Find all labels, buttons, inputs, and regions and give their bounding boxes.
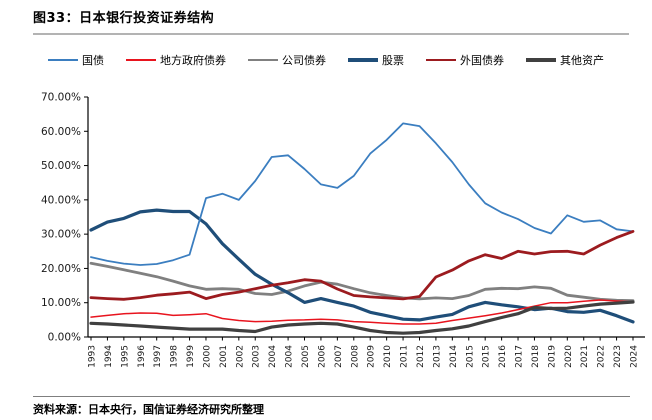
x-tick-label: 2013: [432, 345, 442, 368]
x-tick-label: 2003: [252, 345, 262, 368]
x-tick-label: 2016: [498, 345, 508, 368]
x-tick-label: 2015: [482, 345, 492, 368]
legend-item-government-bonds: 国债: [48, 52, 104, 68]
y-tick-label: 40.00%: [41, 194, 81, 206]
figure-title: 图33：日本银行投资证券结构: [33, 11, 215, 26]
y-tick-label: 60.00%: [41, 126, 81, 138]
x-tick-label: 2010: [383, 345, 393, 368]
y-tick-label: 20.00%: [41, 263, 81, 275]
x-tick-label: 2001: [219, 345, 229, 368]
x-tick-label: 1996: [137, 345, 147, 368]
legend-line-swatch-government-bonds: [48, 58, 78, 62]
x-tick-label: 1998: [170, 345, 180, 368]
y-tick-label: 0.00%: [48, 332, 81, 344]
y-ticks: 0.00% 10.00% 20.00% 30.00% 40.00% 50.00% 60.00…: [41, 92, 88, 344]
x-tick-label: 2024: [630, 345, 640, 368]
series-line-other-assets: [89, 300, 635, 335]
chart-legend: 国债 地方政府债券 公司债券 股票 外国债券 其他资产: [26, 51, 626, 69]
x-tick-label: 1997: [153, 345, 163, 368]
x-tick-label: 2007: [334, 345, 344, 368]
y-tick-label: 30.00%: [41, 229, 81, 241]
legend-label-other-assets: 其他资产: [560, 54, 604, 67]
x-tick-label: 2023: [613, 345, 623, 368]
x-tick-label: 1994: [104, 345, 114, 368]
y-tick-label: 10.00%: [41, 297, 81, 309]
series-line-local-government-bonds: [90, 299, 634, 325]
legend-item-local-government-bonds: 地方政府债券: [126, 52, 226, 68]
y-tick-label: 70.00%: [41, 92, 81, 104]
x-tick-label: 2002: [235, 345, 245, 368]
x-tick-label: 1995: [120, 345, 130, 368]
chart-canvas: 0.00% 10.00% 20.00% 30.00% 40.00% 50.00% 60.00…: [41, 92, 645, 368]
x-tick-label: 2018: [531, 345, 541, 368]
legend-label-stocks: 股票: [382, 54, 404, 67]
legend-label-government-bonds: 国债: [82, 54, 104, 67]
x-tick-label: 2006: [317, 345, 327, 368]
x-tick-label: 2011: [400, 345, 410, 368]
legend-line-swatch-other-assets: [526, 58, 556, 62]
legend-item-foreign-bonds: 外国债券: [426, 52, 504, 68]
x-tick-label: 2012: [416, 345, 426, 368]
chart-plot-area: 0.00% 10.00% 20.00% 30.00% 40.00% 50.00% 60.00…: [0, 88, 652, 388]
x-tick-label: 2009: [367, 345, 377, 368]
series-line-government-bonds: [90, 122, 634, 266]
y-tick-label: 50.00%: [41, 160, 81, 172]
x-tick-label: 2021: [580, 345, 590, 368]
x-tick-label: 2005: [301, 345, 311, 368]
legend-label-corporate-bonds: 公司债券: [282, 54, 326, 67]
x-tick-label: 2017: [515, 345, 525, 368]
legend-label-foreign-bonds: 外国债券: [460, 54, 504, 67]
title-divider: [33, 33, 629, 35]
x-tick-label: 2008: [350, 345, 360, 368]
x-tick-label: 2022: [597, 345, 607, 368]
source-note: 资料来源：日本央行，国信证券经济研究所整理: [33, 403, 264, 416]
legend-label-local-government-bonds: 地方政府债券: [160, 54, 226, 67]
x-tick-label: 2014: [449, 345, 459, 368]
series-line-foreign-bonds: [89, 229, 635, 301]
x-tick-label: 2019: [547, 345, 557, 368]
x-tick-label: 2015: [465, 345, 475, 368]
x-tick-label: 2020: [564, 345, 574, 368]
legend-line-swatch-local-government-bonds: [126, 58, 156, 62]
legend-line-swatch-stocks: [348, 58, 378, 62]
source-divider: [33, 396, 630, 397]
legend-line-swatch-foreign-bonds: [426, 58, 456, 62]
legend-line-swatch-corporate-bonds: [248, 58, 278, 62]
x-tick-label: 2004: [268, 345, 278, 368]
x-tick-label: 2004: [285, 345, 295, 368]
x-tick-label: 1999: [186, 345, 196, 368]
legend-item-stocks: 股票: [348, 52, 404, 68]
legend-item-corporate-bonds: 公司债券: [248, 52, 326, 68]
legend-item-other-assets: 其他资产: [526, 52, 604, 68]
x-tick-label: 1993: [88, 345, 98, 368]
series-line-corporate-bonds: [89, 261, 635, 303]
x-tick-label: 2000: [202, 345, 212, 368]
series-line-stocks: [89, 208, 635, 324]
x-ticks: 1993 1994 1995 1996 1997 1998 1999 2000 2001 2002…: [88, 337, 640, 368]
